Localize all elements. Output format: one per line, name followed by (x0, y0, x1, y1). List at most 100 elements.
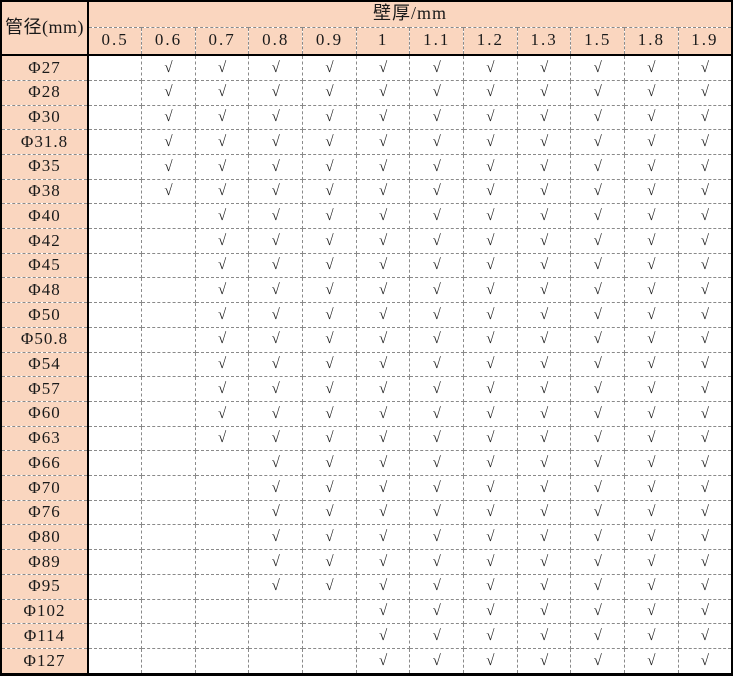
check-cell: √ (194, 104, 250, 131)
check-cell: √ (194, 326, 250, 353)
check-cell: √ (463, 623, 518, 649)
empty-cell (141, 450, 196, 477)
check-cell: √ (463, 54, 518, 81)
diameter-label: Φ27 (1, 54, 89, 81)
empty-cell (87, 129, 143, 155)
check-cell: √ (463, 475, 518, 501)
check-cell: √ (409, 573, 465, 600)
check-cell: √ (677, 524, 733, 551)
check-cell: √ (677, 648, 733, 675)
check-cell: √ (409, 376, 465, 402)
empty-cell (141, 623, 196, 649)
check-cell: √ (409, 252, 465, 279)
empty-cell (302, 623, 357, 649)
check-cell: √ (409, 178, 465, 205)
check-cell: √ (302, 129, 357, 155)
diameter-label: Φ38 (1, 178, 89, 205)
check-cell: √ (302, 203, 357, 230)
table-row: Φ66 √ √ √ √ √ √ √ √ √ (1, 450, 733, 477)
check-cell: √ (355, 104, 411, 131)
table-row: Φ114 √ √ √ √ √ √ √ (1, 623, 733, 649)
diameter-label: Φ50 (1, 302, 89, 328)
check-cell: √ (463, 277, 518, 304)
empty-cell (302, 648, 357, 675)
corner-header-diameter: 管径(mm) (1, 1, 89, 56)
check-cell: √ (677, 252, 733, 279)
empty-cell (194, 573, 250, 600)
check-cell: √ (302, 376, 357, 402)
check-cell: √ (355, 450, 411, 477)
check-cell: √ (248, 178, 304, 205)
check-cell: √ (248, 425, 304, 452)
check-cell: √ (516, 351, 572, 378)
check-cell: √ (516, 400, 572, 427)
check-cell: √ (248, 104, 304, 131)
check-cell: √ (516, 228, 572, 254)
check-cell: √ (463, 104, 518, 131)
check-cell: √ (194, 302, 250, 328)
check-cell: √ (463, 129, 518, 155)
check-cell: √ (248, 326, 304, 353)
check-cell: √ (302, 54, 357, 81)
check-cell: √ (570, 573, 626, 600)
empty-cell (87, 598, 143, 625)
thickness-header-1.1: 1.1 (409, 26, 465, 56)
check-cell: √ (302, 573, 357, 600)
check-cell: √ (248, 351, 304, 378)
diameter-label: Φ40 (1, 203, 89, 230)
table-row: Φ57 √ √ √ √ √ √ √ √ √ √ (1, 376, 733, 402)
check-cell: √ (194, 129, 250, 155)
check-cell: √ (516, 129, 572, 155)
diameter-label: Φ70 (1, 475, 89, 501)
check-cell: √ (302, 104, 357, 131)
check-cell: √ (624, 623, 679, 649)
check-cell: √ (355, 499, 411, 526)
diameter-label: Φ31.8 (1, 129, 89, 155)
check-cell: √ (677, 203, 733, 230)
check-cell: √ (570, 524, 626, 551)
diameter-label: Φ114 (1, 623, 89, 649)
check-cell: √ (624, 400, 679, 427)
empty-cell (87, 79, 143, 106)
check-cell: √ (677, 277, 733, 304)
table-row: Φ50.8 √ √ √ √ √ √ √ √ √ √ (1, 326, 733, 353)
check-cell: √ (463, 153, 518, 180)
diameter-label: Φ89 (1, 549, 89, 575)
check-cell: √ (248, 252, 304, 279)
check-cell: √ (248, 450, 304, 477)
check-cell: √ (516, 425, 572, 452)
check-cell: √ (355, 524, 411, 551)
check-cell: √ (302, 252, 357, 279)
check-cell: √ (570, 326, 626, 353)
check-cell: √ (248, 302, 304, 328)
empty-cell (87, 450, 143, 477)
check-cell: √ (624, 326, 679, 353)
check-cell: √ (409, 499, 465, 526)
check-cell: √ (248, 475, 304, 501)
check-cell: √ (302, 450, 357, 477)
check-cell: √ (355, 252, 411, 279)
empty-cell (194, 549, 250, 575)
empty-cell (141, 277, 196, 304)
check-cell: √ (194, 400, 250, 427)
check-cell: √ (463, 326, 518, 353)
empty-cell (248, 623, 304, 649)
check-cell: √ (302, 153, 357, 180)
check-cell: √ (570, 475, 626, 501)
table-row: Φ70 √ √ √ √ √ √ √ √ √ (1, 475, 733, 501)
check-cell: √ (516, 203, 572, 230)
header-row-thickness-values: 0.5 0.6 0.7 0.8 0.9 1 1.1 1.2 1.3 1.5 1.8 1.9 (1, 26, 733, 56)
check-cell: √ (248, 549, 304, 575)
check-cell: √ (248, 153, 304, 180)
empty-cell (194, 648, 250, 675)
thickness-header-0.8: 0.8 (248, 26, 304, 56)
thickness-header-1.3: 1.3 (516, 26, 572, 56)
diameter-label: Φ127 (1, 648, 89, 675)
check-cell: √ (677, 351, 733, 378)
check-cell: √ (463, 400, 518, 427)
check-cell: √ (302, 178, 357, 205)
check-cell: √ (677, 153, 733, 180)
table-row: Φ35 √ √ √ √ √ √ √ √ √ √ √ (1, 153, 733, 180)
check-cell: √ (248, 203, 304, 230)
